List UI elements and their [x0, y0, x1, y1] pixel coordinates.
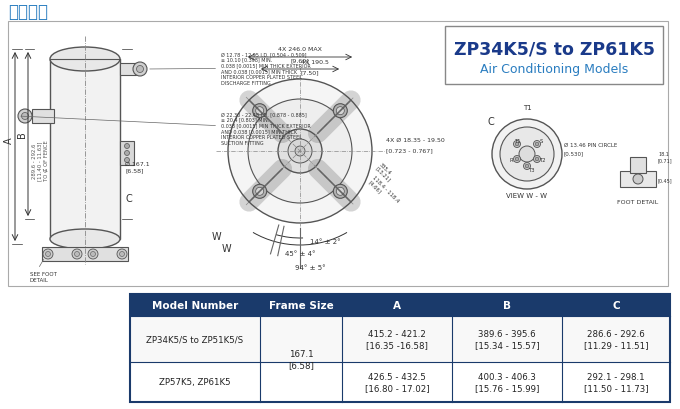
- Text: 118.4 - 118.4
[4.66]: 118.4 - 118.4 [4.66]: [367, 175, 400, 207]
- Text: 外形尺寸: 外形尺寸: [8, 3, 48, 21]
- Bar: [445, 27, 663, 85]
- Text: T2: T2: [540, 158, 547, 163]
- Text: Ø 13.46 PIN CIRCLE: Ø 13.46 PIN CIRCLE: [564, 143, 617, 148]
- Ellipse shape: [50, 48, 120, 72]
- Circle shape: [519, 147, 535, 163]
- Text: C: C: [487, 117, 494, 127]
- Circle shape: [513, 156, 520, 163]
- Circle shape: [295, 147, 305, 157]
- Text: VIEW W - W: VIEW W - W: [507, 193, 547, 198]
- Text: S: S: [540, 139, 543, 144]
- Text: 400.3 - 406.3
[15.76 - 15.99]: 400.3 - 406.3 [15.76 - 15.99]: [475, 372, 539, 392]
- Circle shape: [124, 158, 129, 163]
- Text: Model Number: Model Number: [152, 300, 238, 310]
- Text: [0.723 - 0.767]: [0.723 - 0.767]: [386, 148, 432, 153]
- Circle shape: [120, 252, 124, 257]
- Text: 4X Ø 18.35 - 19.50: 4X Ø 18.35 - 19.50: [386, 138, 445, 143]
- Bar: [620, 172, 656, 188]
- Circle shape: [515, 143, 519, 146]
- Text: 18.1
[0.71]: 18.1 [0.71]: [658, 152, 673, 163]
- Circle shape: [337, 108, 344, 115]
- Circle shape: [333, 104, 347, 118]
- Text: 426.5 - 432.5
[16.80 - 17.02]: 426.5 - 432.5 [16.80 - 17.02]: [364, 372, 429, 392]
- Text: A: A: [4, 137, 14, 144]
- Bar: [42, 247, 128, 261]
- Circle shape: [46, 252, 50, 257]
- Text: 335.4
[13.21]: 335.4 [13.21]: [374, 162, 395, 182]
- Text: FOOT DETAIL: FOOT DETAIL: [617, 200, 659, 204]
- Text: T1: T1: [523, 105, 532, 111]
- Circle shape: [133, 63, 147, 77]
- Circle shape: [534, 156, 541, 163]
- Text: A: A: [393, 300, 401, 310]
- Text: Ø 22.30 - 22.48 I.D. [0.878 - 0.885]
≥ 20.4 [0.803] MIN.
0.038 [0.0015] MIN THIC: Ø 22.30 - 22.48 I.D. [0.878 - 0.885] ≥ 2…: [21, 112, 311, 146]
- Circle shape: [75, 252, 80, 257]
- Circle shape: [337, 188, 344, 196]
- Text: Ø 167.1
[6.58]: Ø 167.1 [6.58]: [125, 162, 150, 173]
- Circle shape: [500, 128, 554, 182]
- Text: W: W: [211, 231, 221, 241]
- Text: Frame Size: Frame Size: [269, 300, 333, 310]
- Text: 4X 190.5: 4X 190.5: [301, 60, 329, 65]
- Circle shape: [253, 104, 267, 118]
- Text: Ø 12.78 - 12.95 I.D. [0.504 - 0.509]
≥ 10.10 [0.398] MIN.
0.038 [0.0015] MIN THI: Ø 12.78 - 12.95 I.D. [0.504 - 0.509] ≥ 1…: [150, 52, 311, 86]
- Text: T1: T1: [515, 139, 522, 144]
- Circle shape: [248, 100, 352, 204]
- Text: W: W: [221, 243, 231, 254]
- Text: 94° ± 5°: 94° ± 5°: [295, 264, 326, 270]
- Circle shape: [72, 249, 82, 259]
- Text: [0.45]: [0.45]: [658, 178, 673, 182]
- Text: 14° ± 2°: 14° ± 2°: [310, 238, 341, 245]
- Text: 286.6 - 292.6
[11.29 - 11.51]: 286.6 - 292.6 [11.29 - 11.51]: [583, 330, 648, 349]
- Circle shape: [88, 249, 98, 259]
- Text: ZP34K5/S to ZP51K5/S: ZP34K5/S to ZP51K5/S: [146, 335, 243, 344]
- Circle shape: [228, 80, 372, 223]
- Circle shape: [22, 113, 29, 120]
- Circle shape: [515, 158, 519, 162]
- Text: 167.1
[6.58]: 167.1 [6.58]: [288, 349, 314, 369]
- Bar: [630, 157, 646, 173]
- Ellipse shape: [50, 229, 120, 249]
- Circle shape: [124, 144, 129, 149]
- Text: [9.69]: [9.69]: [290, 58, 309, 63]
- Bar: [130, 294, 670, 316]
- Bar: [8, 22, 668, 286]
- Text: ZP57K5, ZP61K5: ZP57K5, ZP61K5: [159, 378, 231, 387]
- Bar: [130, 294, 670, 402]
- Text: 45° ± 4°: 45° ± 4°: [285, 250, 316, 256]
- Bar: [120, 142, 134, 166]
- Circle shape: [633, 175, 643, 184]
- Circle shape: [492, 120, 562, 189]
- Circle shape: [535, 158, 539, 162]
- Circle shape: [535, 143, 539, 146]
- Circle shape: [90, 252, 95, 257]
- Circle shape: [524, 163, 530, 170]
- Bar: [130, 362, 670, 402]
- Text: 289.6 - 292.6
[11.40 - 11.63]
TO ∉ OF FENCE: 289.6 - 292.6 [11.40 - 11.63] TO ∉ OF FE…: [32, 140, 48, 181]
- Circle shape: [256, 108, 264, 115]
- Text: B: B: [503, 300, 511, 310]
- Bar: [130, 316, 670, 362]
- Bar: [32, 110, 54, 124]
- Circle shape: [117, 249, 127, 259]
- Bar: [120, 64, 136, 76]
- Circle shape: [43, 249, 53, 259]
- Text: C: C: [125, 193, 132, 204]
- Circle shape: [288, 139, 312, 164]
- Circle shape: [253, 185, 267, 199]
- Text: [7.50]: [7.50]: [301, 70, 320, 75]
- Text: T3: T3: [529, 168, 536, 173]
- Circle shape: [256, 188, 264, 196]
- Text: 389.6 - 395.6
[15.34 - 15.57]: 389.6 - 395.6 [15.34 - 15.57]: [475, 330, 539, 349]
- Text: 292.1 - 298.1
[11.50 - 11.73]: 292.1 - 298.1 [11.50 - 11.73]: [583, 372, 648, 392]
- Circle shape: [333, 185, 347, 199]
- Circle shape: [124, 151, 129, 156]
- Text: 4X 246.0 MAX: 4X 246.0 MAX: [278, 47, 322, 52]
- Text: SEE FOOT
DETAIL: SEE FOOT DETAIL: [30, 271, 57, 282]
- Circle shape: [18, 110, 32, 124]
- Circle shape: [513, 141, 520, 148]
- Bar: [50, 60, 120, 239]
- Circle shape: [137, 66, 143, 73]
- Circle shape: [278, 130, 322, 173]
- Circle shape: [534, 141, 541, 148]
